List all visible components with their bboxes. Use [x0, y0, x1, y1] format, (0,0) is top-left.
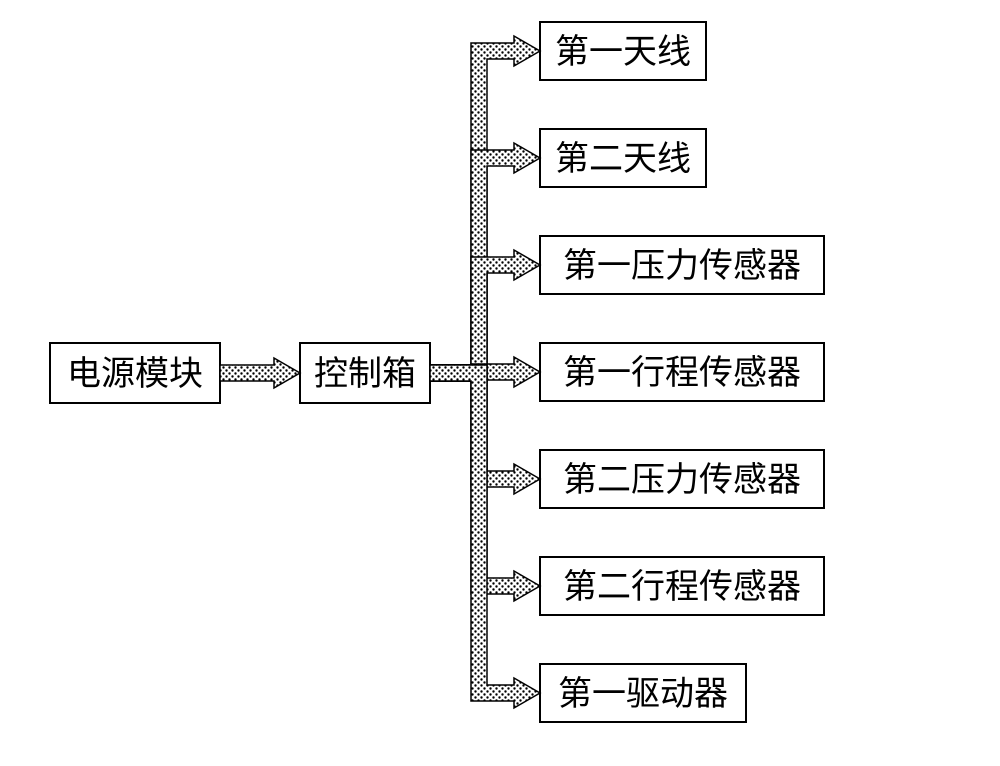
- node-out4: 第二压力传感器: [540, 450, 824, 508]
- node-label: 电源模块: [67, 355, 203, 393]
- node-out6: 第一驱动器: [540, 664, 746, 722]
- node-label: 第一压力传感器: [563, 247, 801, 285]
- diagram-canvas: 电源模块 控制箱 第一天线第二天线第一压力传感器第一行程传感器第二压力传感器第二行程…: [0, 0, 1000, 766]
- arrow: [220, 358, 300, 388]
- node-out3: 第一行程传感器: [540, 343, 824, 401]
- node-label: 第二压力传感器: [563, 461, 801, 499]
- node-label: 第一行程传感器: [563, 354, 801, 392]
- arrow: [430, 365, 540, 708]
- arrow: [430, 250, 540, 381]
- node-power: 电源模块: [50, 343, 220, 403]
- node-out2: 第一压力传感器: [540, 236, 824, 294]
- node-label: 控制箱: [314, 355, 416, 393]
- node-label: 第一驱动器: [558, 675, 728, 713]
- node-out1: 第二天线: [540, 129, 706, 187]
- node-out5: 第二行程传感器: [540, 557, 824, 615]
- node-label: 第一天线: [555, 33, 691, 71]
- node-label: 第二天线: [555, 140, 691, 178]
- node-control: 控制箱: [300, 343, 430, 403]
- node-label: 第二行程传感器: [563, 568, 801, 606]
- node-out0: 第一天线: [540, 22, 706, 80]
